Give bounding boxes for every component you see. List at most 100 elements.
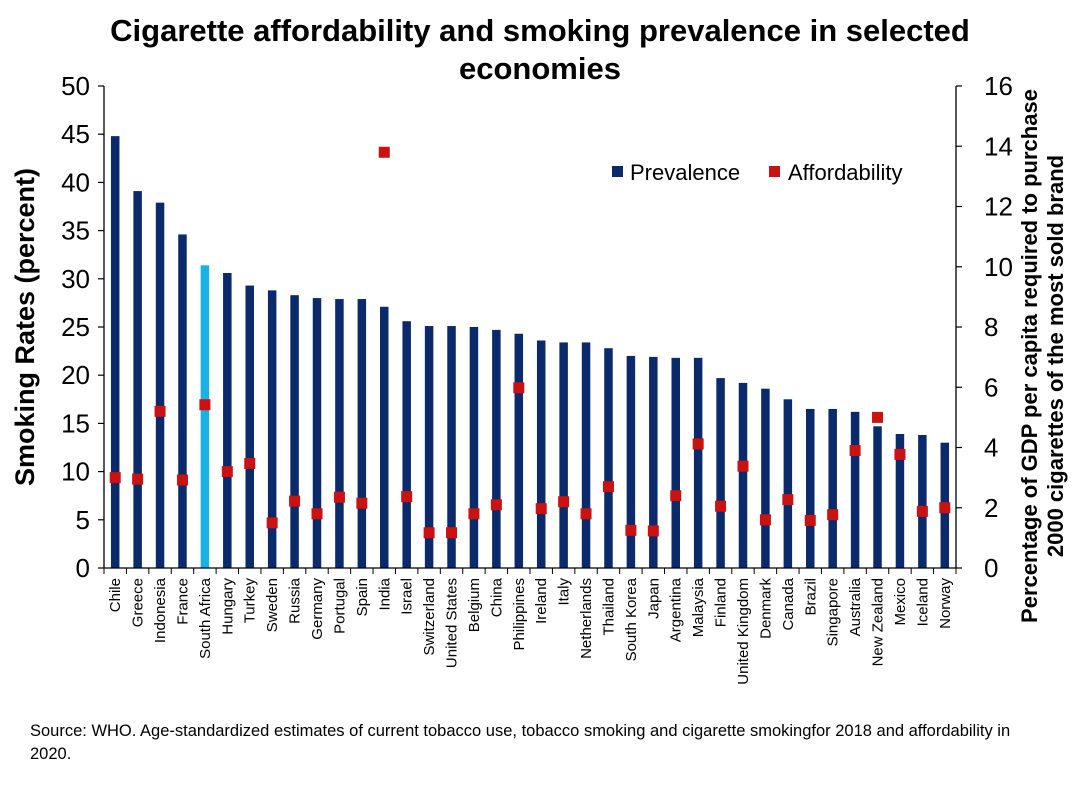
- x-tick-label: Malaysia: [690, 577, 707, 637]
- marker-portugal: [333, 491, 345, 503]
- source-note: Source: WHO. Age-standardized estimates …: [30, 722, 1011, 763]
- bar-singapore: [828, 408, 837, 568]
- right-tick-label: 8: [984, 312, 998, 342]
- y2-axis-label-line: Percentage of GDP per capita required to…: [1017, 89, 1042, 623]
- marker-malaysia: [692, 438, 704, 450]
- y2-axis-label-line: 2000 cigarettes of the most sold brand: [1043, 155, 1068, 557]
- legend-label-prevalence: Prevalence: [630, 160, 740, 185]
- x-tick-label: Philippines: [511, 578, 528, 651]
- marker-australia: [849, 445, 861, 457]
- marker-china: [490, 499, 502, 511]
- chart-title: Cigarette affordability and smoking prev…: [110, 13, 970, 86]
- bar-germany: [312, 298, 322, 568]
- x-tick-label: United Kingdom: [735, 578, 752, 685]
- bar-united-states: [447, 326, 456, 568]
- x-tick-label: Argentina: [668, 577, 685, 642]
- marker-france: [176, 474, 188, 486]
- left-tick-label: 0: [76, 553, 90, 583]
- x-tick-label: Denmark: [757, 578, 774, 639]
- marker-thailand: [602, 481, 614, 493]
- x-tick-label: Portugal: [331, 578, 348, 634]
- marker-united-kingdom: [737, 460, 749, 472]
- marker-greece: [132, 473, 144, 485]
- right-tick-label: 0: [984, 553, 998, 583]
- x-tick-label: South Africa: [197, 577, 214, 659]
- marker-switzerland: [423, 527, 435, 539]
- x-tick-label: South Korea: [623, 577, 640, 661]
- x-tick-label: China: [488, 577, 505, 617]
- left-tick-label: 30: [61, 264, 90, 294]
- bar-switzerland: [424, 326, 434, 568]
- x-tick-label: Finland: [713, 578, 730, 627]
- marker-sweden: [266, 517, 278, 529]
- bars-layer: [110, 136, 950, 569]
- bar-canada: [783, 399, 793, 568]
- left-tick-label: 35: [61, 216, 90, 246]
- marker-hungary: [221, 466, 233, 478]
- bar-japan: [649, 356, 658, 568]
- bar-malaysia: [693, 357, 703, 568]
- marker-south-korea: [625, 524, 637, 536]
- bar-australia: [850, 411, 860, 568]
- x-tick-label: Australia: [847, 577, 864, 636]
- x-tick-label: New Zealand: [870, 578, 887, 666]
- marker-canada: [782, 494, 794, 506]
- left-tick-label: 20: [61, 360, 90, 390]
- x-tick-label: Iceland: [914, 578, 931, 626]
- x-tick-label: Canada: [780, 577, 797, 630]
- marker-germany: [311, 508, 323, 520]
- markers-layer: [109, 146, 951, 539]
- bar-belgium: [469, 327, 479, 568]
- bar-brazil: [806, 408, 815, 568]
- x-tick-label: Singapore: [825, 578, 842, 646]
- x-tick-label: Chile: [107, 578, 124, 612]
- left-tick-label: 15: [61, 408, 90, 438]
- bar-france: [178, 234, 187, 568]
- bar-south-korea: [626, 355, 636, 568]
- left-tick-label: 45: [61, 119, 90, 149]
- bar-netherlands: [581, 342, 591, 568]
- left-tick-label: 50: [61, 71, 90, 101]
- legend-swatch-affordability: [769, 166, 780, 177]
- x-tick-label: Israel: [399, 578, 416, 615]
- left-tick-label: 10: [61, 457, 90, 487]
- y-axis-label: Smoking Rates (percent): [10, 168, 40, 486]
- marker-italy: [558, 496, 570, 508]
- marker-mexico: [894, 448, 906, 460]
- x-tick-label: Russia: [287, 577, 304, 624]
- right-tick-label: 6: [984, 372, 998, 402]
- x-tick-label: Hungary: [219, 578, 236, 635]
- marker-iceland: [916, 505, 928, 517]
- marker-philippines: [513, 382, 525, 394]
- marker-argentina: [670, 490, 682, 502]
- bar-china: [492, 329, 501, 568]
- left-tick-label: 5: [76, 505, 90, 535]
- x-tick-label: Netherlands: [578, 578, 595, 659]
- marker-norway: [939, 502, 951, 514]
- marker-india: [378, 146, 390, 158]
- x-tick-label: Switzerland: [421, 578, 438, 656]
- x-tick-label: Ireland: [533, 578, 550, 624]
- marker-finland: [715, 500, 727, 512]
- bar-india: [380, 306, 389, 568]
- marker-denmark: [759, 514, 771, 526]
- bar-spain: [357, 299, 367, 568]
- marker-israel: [401, 491, 413, 503]
- bar-sweden: [267, 290, 277, 568]
- bar-philippines: [514, 333, 524, 568]
- bar-finland: [716, 378, 725, 568]
- bar-south-africa: [200, 265, 210, 568]
- bar-thailand: [604, 348, 613, 568]
- marker-new-zealand: [872, 411, 884, 423]
- x-tick-label: Belgium: [466, 578, 483, 632]
- legend-swatch-prevalence: [612, 166, 623, 177]
- marker-ireland: [535, 503, 547, 515]
- x-tick-label: Sweden: [264, 578, 281, 632]
- bar-italy: [559, 342, 568, 568]
- marker-belgium: [468, 508, 480, 520]
- bar-indonesia: [155, 202, 165, 569]
- bar-chile: [110, 136, 120, 569]
- bar-united-kingdom: [738, 382, 748, 568]
- right-tick-label: 14: [984, 131, 1013, 161]
- right-tick-label: 4: [984, 433, 998, 463]
